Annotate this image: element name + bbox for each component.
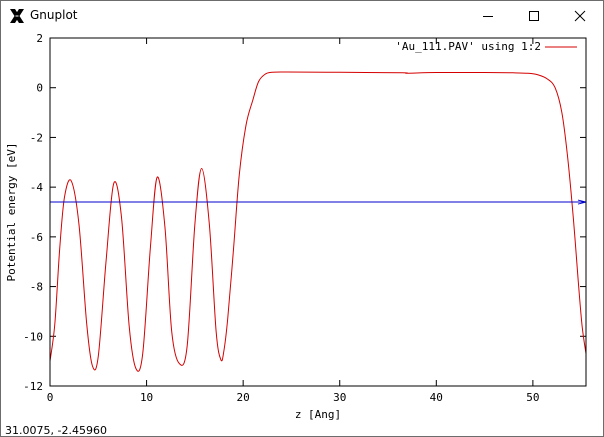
y-tick-label: -10 <box>23 330 43 343</box>
close-button[interactable] <box>557 1 603 31</box>
y-tick-label: 2 <box>36 32 43 45</box>
minimize-button[interactable] <box>465 1 511 31</box>
x-axis-label: z [Ang] <box>295 408 341 421</box>
gnuplot-x-icon <box>10 9 24 23</box>
coordinate-readout: 31.0075, -2.45960 <box>5 424 107 437</box>
y-tick-label: -4 <box>30 181 44 194</box>
title-bar[interactable]: Gnuplot <box>1 1 603 31</box>
x-tick-label: 10 <box>140 391 153 404</box>
x-tick-label: 50 <box>526 391 539 404</box>
chart-svg[interactable]: 20-2-4-6-8-10-120 10 20 30 40 50 'Au_111.PAV'… <box>1 31 603 421</box>
x-tick-label: 30 <box>333 391 346 404</box>
potential-series-line <box>49 71 587 372</box>
y-tick-label: -2 <box>30 131 43 144</box>
plot-border <box>49 37 587 387</box>
y-tick-label: -6 <box>30 231 43 244</box>
x-tick-label: 40 <box>430 391 443 404</box>
close-icon <box>574 10 586 22</box>
maximize-icon <box>529 11 539 21</box>
x-tick-label: 0 <box>47 391 54 404</box>
maximize-button[interactable] <box>511 1 557 31</box>
window-title: Gnuplot <box>30 8 78 22</box>
y-axis-label: Potential energy [eV] <box>5 142 18 281</box>
y-tick-label: -12 <box>23 380 43 393</box>
y-tick-label: -8 <box>30 281 43 294</box>
legend-label: 'Au_111.PAV' using 1:2 <box>395 40 541 53</box>
minimize-icon <box>483 16 493 17</box>
x-tick-label: 20 <box>237 391 250 404</box>
plot-area[interactable]: 2 0 -2 -4 -6 -8 -10 -12 0 10 20 30 40 50 'Au_111.PAV'… <box>1 31 603 421</box>
y-tick-label: 0 <box>36 82 43 95</box>
